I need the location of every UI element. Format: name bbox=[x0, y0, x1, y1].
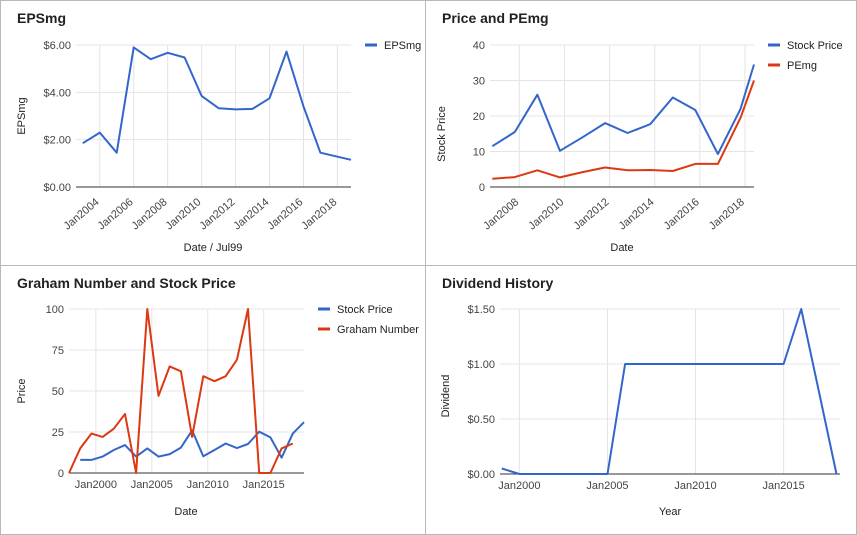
price-pe-xtick-label: Jan2016 bbox=[662, 196, 702, 232]
graham-series-line-graham-number bbox=[68, 308, 294, 474]
price-pe-legend-label-pemg: PEmg bbox=[787, 60, 817, 72]
dividend-ytick-label: $1.00 bbox=[467, 359, 495, 371]
price-pe-series-line-stock-price bbox=[491, 64, 755, 155]
price-pe-x-axis-title: Date bbox=[610, 242, 633, 254]
dividend-x-axis-title: Year bbox=[659, 506, 682, 518]
eps-legend-label-epsmg: EPSmg bbox=[384, 40, 421, 52]
dividend-ytick-label: $0.50 bbox=[467, 414, 495, 426]
eps-xtick-label: Jan2008 bbox=[130, 196, 170, 232]
graham-xtick-label: Jan2005 bbox=[131, 479, 173, 491]
eps-xtick-label: Jan2012 bbox=[197, 196, 237, 232]
eps-xtick-label: Jan2016 bbox=[265, 196, 305, 232]
eps-series-line-epsmg bbox=[82, 46, 352, 161]
graham-legend-label-stock-price: Stock Price bbox=[337, 304, 393, 316]
price-pe-legend-swatch-pemg bbox=[768, 63, 780, 67]
eps-legend-swatch-epsmg bbox=[365, 43, 377, 47]
eps-y-axis-title: EPSmg bbox=[16, 97, 28, 134]
graham-legend-swatch-graham-number bbox=[318, 327, 330, 331]
price-pe-legend-label-stock-price: Stock Price bbox=[787, 40, 843, 52]
graham-ytick-label: 0 bbox=[58, 468, 64, 480]
graham-xtick-label: Jan2015 bbox=[243, 479, 285, 491]
graham-legend-label-graham-number: Graham Number bbox=[337, 324, 419, 336]
dividend-chart: Dividend History $0.00 $0.50 $1.00 $1.50 Jan2… bbox=[440, 275, 840, 518]
graham-xtick-label: Jan2000 bbox=[75, 479, 117, 491]
price-pe-xtick-label: Jan2014 bbox=[617, 196, 657, 232]
price-pe-xtick-label: Jan2008 bbox=[481, 196, 521, 232]
price-pe-ytick-label: 40 bbox=[473, 40, 485, 52]
eps-xtick-label: Jan2014 bbox=[231, 196, 271, 232]
graham-ytick-label: 25 bbox=[52, 427, 64, 439]
eps-xtick-label: Jan2006 bbox=[96, 196, 136, 232]
graham-ytick-label: 100 bbox=[46, 304, 64, 316]
eps-chart: EPSmg$0.00$2.00$4.00$6.00Jan2004Jan2006J… bbox=[16, 10, 421, 254]
eps-ytick-label: $4.00 bbox=[43, 87, 71, 99]
eps-x-axis-title: Date / Jul99 bbox=[184, 242, 243, 254]
eps-ytick-label: $2.00 bbox=[43, 135, 71, 147]
eps-xtick-label: Jan2010 bbox=[163, 196, 203, 232]
dividend-series-line-dividend bbox=[501, 308, 838, 475]
graham-series-line-stock-price bbox=[80, 421, 305, 461]
dividend-xtick-label: Jan2000 bbox=[498, 480, 540, 492]
graham-y-axis-title: Price bbox=[16, 378, 28, 403]
price-pe-xtick-label: Jan2018 bbox=[707, 196, 747, 232]
price-pe-title: Price and PEmg bbox=[442, 10, 549, 26]
dividend-title: Dividend History bbox=[442, 275, 553, 291]
graham-xtick-label: Jan2010 bbox=[187, 479, 229, 491]
graham-chart: Graham Number and Stock Price 0 25 50 75 100 J… bbox=[16, 275, 419, 518]
graham-ytick-label: 50 bbox=[52, 386, 64, 398]
price-pe-chart-panel: Price and PEmg 0 10 20 30 40 Jan2008 Jan2010 Jan… bbox=[425, 0, 857, 266]
eps-xtick-label: Jan2004 bbox=[62, 196, 102, 232]
graham-x-axis-title: Date bbox=[174, 506, 197, 518]
price-pe-xtick-label: Jan2012 bbox=[571, 196, 611, 232]
dividend-chart-panel: Dividend History $0.00 $0.50 $1.00 $1.50 Jan2… bbox=[425, 265, 857, 535]
dividend-xtick-label: Jan2015 bbox=[763, 480, 805, 492]
eps-ytick-label: $6.00 bbox=[43, 40, 71, 52]
graham-legend-swatch-stock-price bbox=[318, 307, 330, 311]
price-pe-ytick-label: 10 bbox=[473, 147, 485, 159]
dividend-ytick-label: $0.00 bbox=[467, 469, 495, 481]
price-pe-xtick-label: Jan2010 bbox=[526, 196, 566, 232]
graham-chart-panel: Graham Number and Stock Price 0 25 50 75 100 J… bbox=[0, 265, 426, 535]
eps-chart-panel: EPSmg $0.00 $2.00 $4.00 $6.00 Jan2004 Jan2006 J… bbox=[0, 0, 426, 266]
graham-title: Graham Number and Stock Price bbox=[17, 275, 236, 291]
price-pe-y-axis-title: Stock Price bbox=[436, 106, 448, 162]
graham-ytick-label: 75 bbox=[52, 345, 64, 357]
price-pe-ytick-label: 30 bbox=[473, 76, 485, 88]
price-pe-series-line-pemg bbox=[492, 80, 755, 180]
dividend-y-axis-title: Dividend bbox=[440, 375, 452, 418]
eps-title: EPSmg bbox=[17, 10, 66, 26]
price-pe-legend-swatch-stock-price bbox=[768, 43, 780, 47]
dividend-xtick-label: Jan2005 bbox=[586, 480, 628, 492]
eps-ytick-label: $0.00 bbox=[43, 182, 71, 194]
eps-xtick-label: Jan2018 bbox=[299, 196, 339, 232]
dividend-ytick-label: $1.50 bbox=[467, 304, 495, 316]
dividend-xtick-label: Jan2010 bbox=[674, 480, 716, 492]
price-pe-ytick-label: 20 bbox=[473, 111, 485, 123]
price-pe-ytick-label: 0 bbox=[479, 182, 485, 194]
